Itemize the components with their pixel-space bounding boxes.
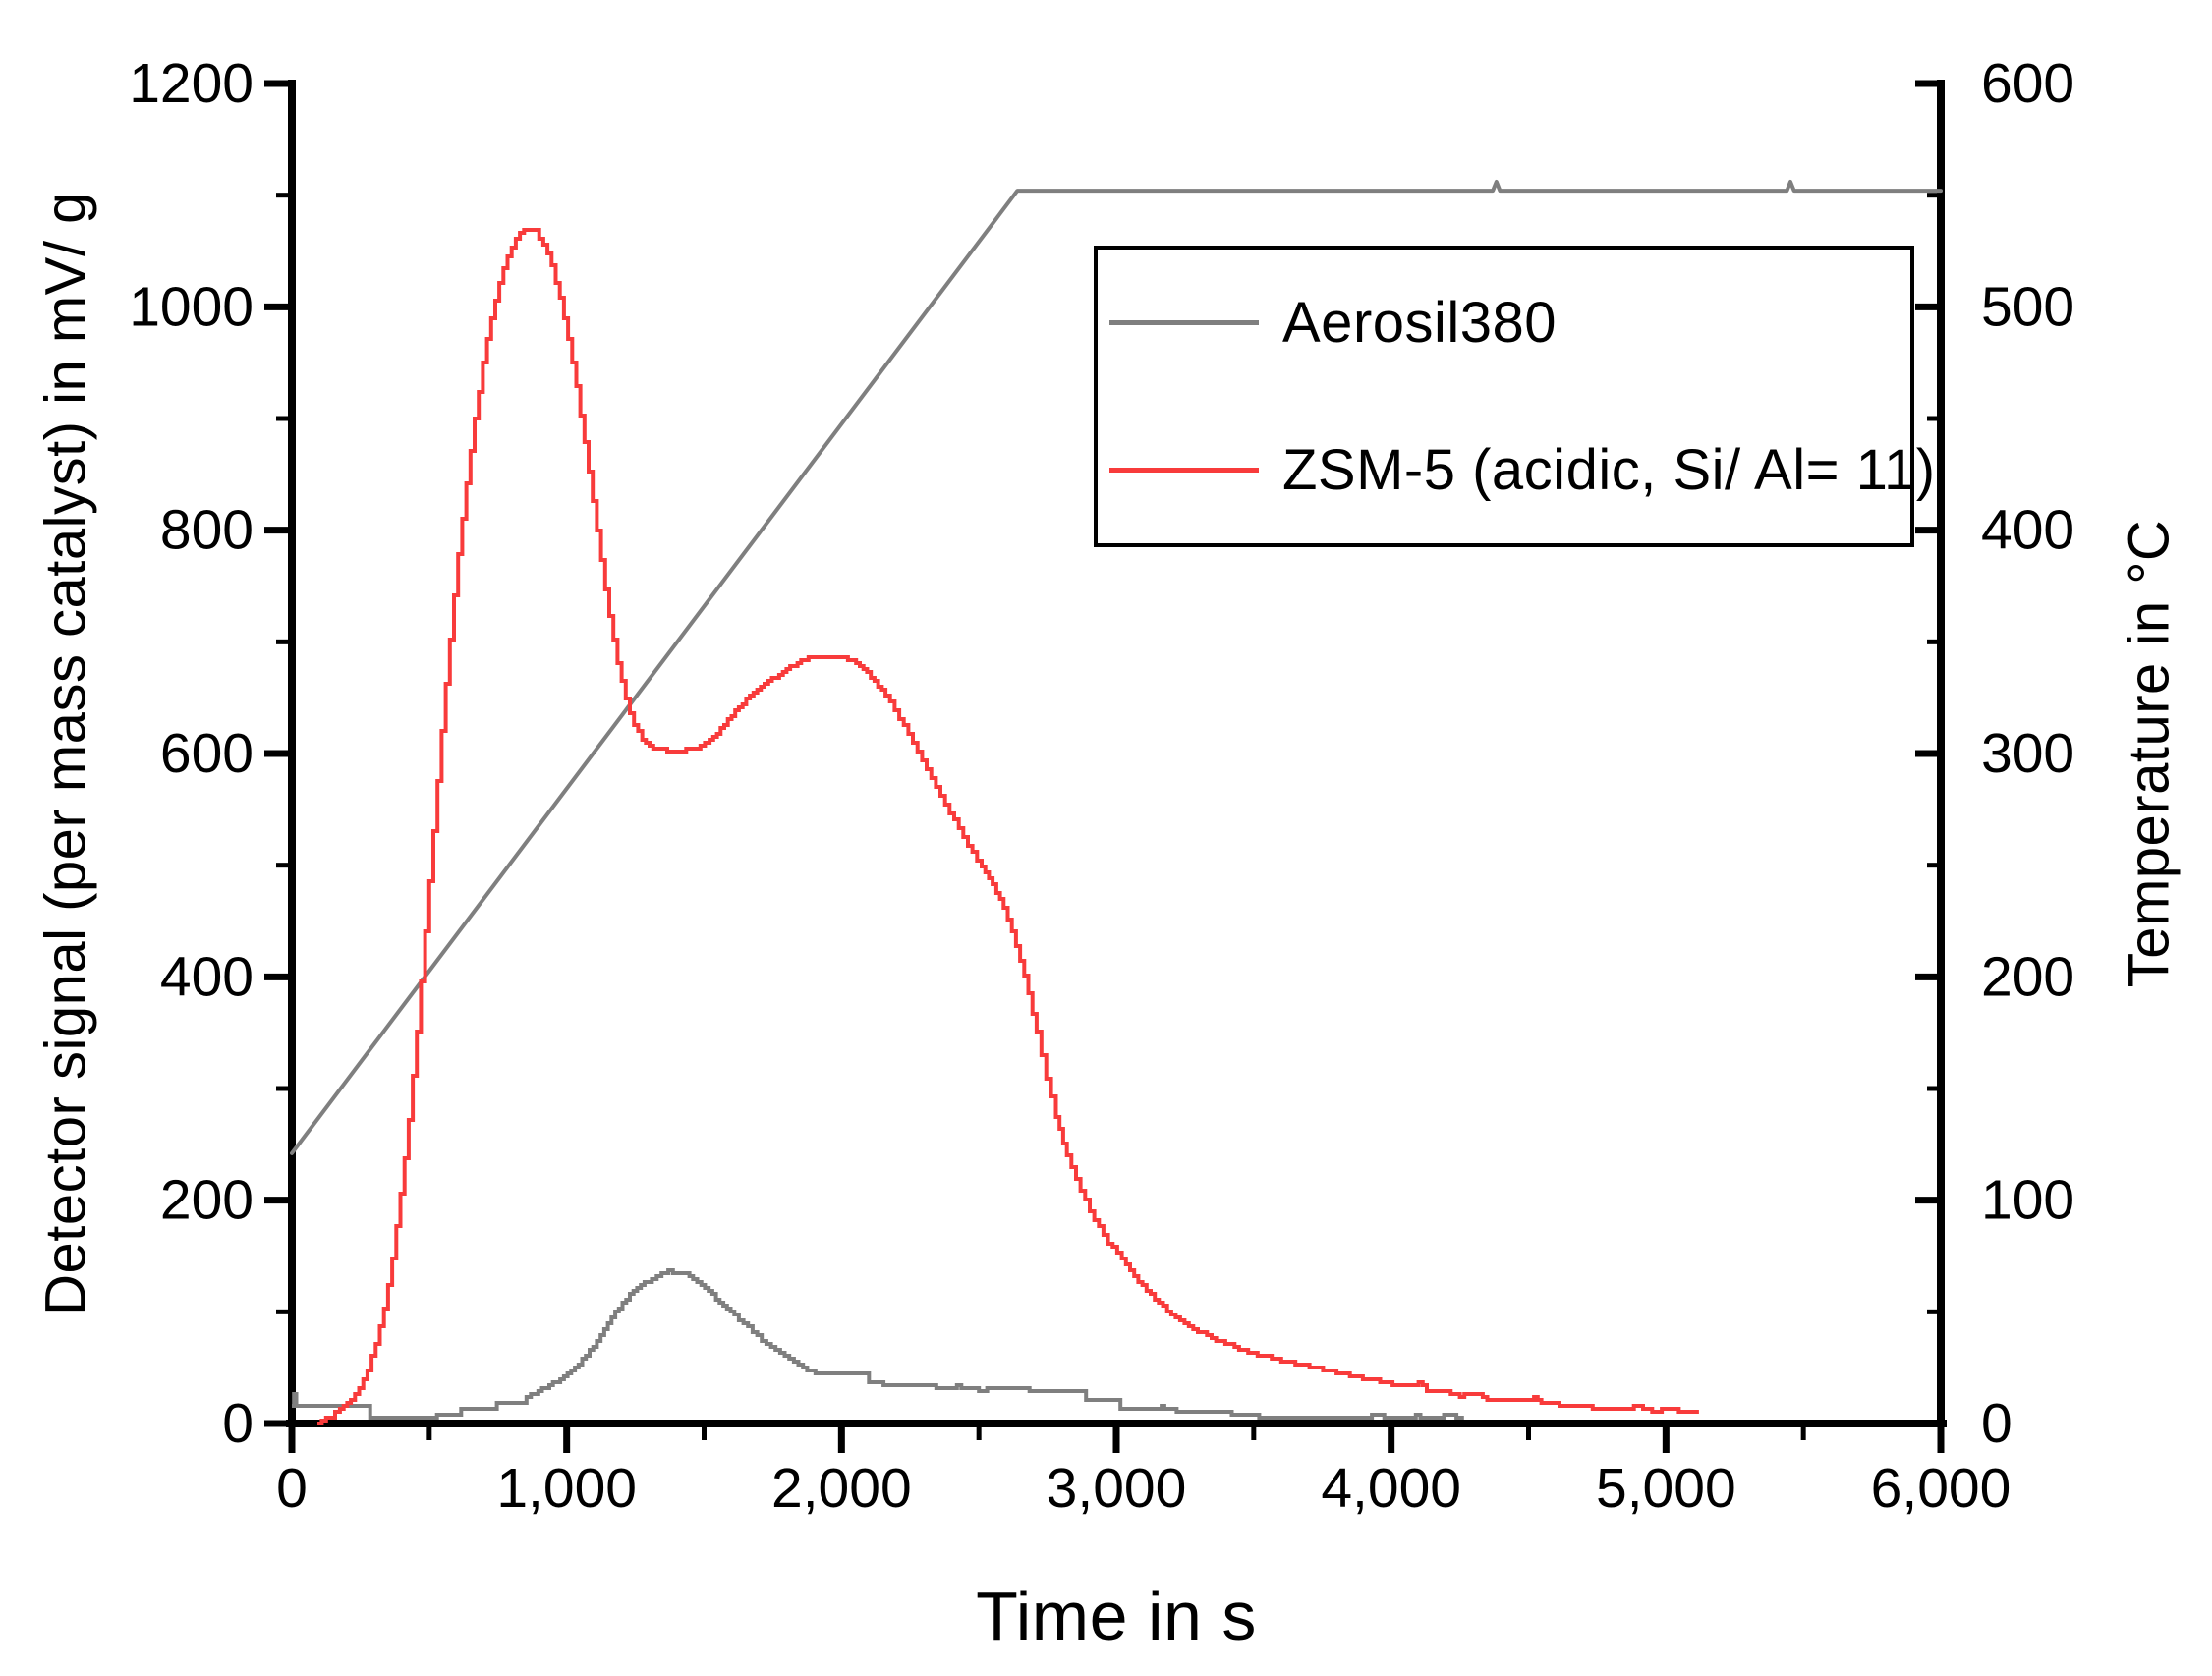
series-line-zsm-5-acidic-si-al-11- xyxy=(317,228,1699,1425)
x-tick-label: 0 xyxy=(276,1457,308,1520)
y-right-tick-label: 400 xyxy=(1981,499,2074,562)
y-right-tick-label: 200 xyxy=(1981,945,2074,1008)
y-left-tick-label: 800 xyxy=(160,499,254,562)
x-axis-title: Time in s xyxy=(976,1578,1257,1654)
y-left-tick-label: 1200 xyxy=(129,52,254,115)
y-right-tick-label: 500 xyxy=(1981,275,2074,338)
y-right-tick-label: 0 xyxy=(1981,1392,2013,1455)
legend-label-aerosil380: Aerosil380 xyxy=(1282,291,1558,356)
legend-line-aerosil380 xyxy=(1109,320,1259,326)
legend-item-aerosil380: Aerosil380 xyxy=(1098,290,1910,356)
y-left-tick-label: 400 xyxy=(160,945,254,1008)
series-line-temperature-ramp xyxy=(290,180,1943,1155)
y-right-tick-label: 300 xyxy=(1981,722,2074,785)
series-line-aerosil380 xyxy=(292,1268,1464,1420)
y-left-tick-label: 1000 xyxy=(129,275,254,338)
legend-line-zsm5 xyxy=(1109,467,1259,473)
x-tick-label: 2,000 xyxy=(771,1457,912,1520)
x-tick-label: 5,000 xyxy=(1596,1457,1736,1520)
x-tick-label: 4,000 xyxy=(1321,1457,1461,1520)
y-left-tick-label: 0 xyxy=(222,1392,254,1455)
legend-item-zsm5: ZSM-5 (acidic, Si/ Al= 11) xyxy=(1098,437,1935,503)
y-left-tick-label: 200 xyxy=(160,1169,254,1232)
x-tick-label: 3,000 xyxy=(1047,1457,1187,1520)
legend: Aerosil380 ZSM-5 (acidic, Si/ Al= 11) xyxy=(1094,246,1935,547)
x-tick-label: 6,000 xyxy=(1871,1457,2012,1520)
y-right-tick-label: 600 xyxy=(1981,52,2074,115)
legend-label-zsm5: ZSM-5 (acidic, Si/ Al= 11) xyxy=(1282,437,1936,502)
right-axis-title: Temperature in °C xyxy=(2117,519,2182,988)
x-tick-label: 1,000 xyxy=(496,1457,637,1520)
left-axis-title: Detector signal (per mass catalyst) in m… xyxy=(33,192,98,1315)
y-left-tick-label: 600 xyxy=(160,722,254,785)
y-right-tick-label: 100 xyxy=(1981,1169,2074,1232)
